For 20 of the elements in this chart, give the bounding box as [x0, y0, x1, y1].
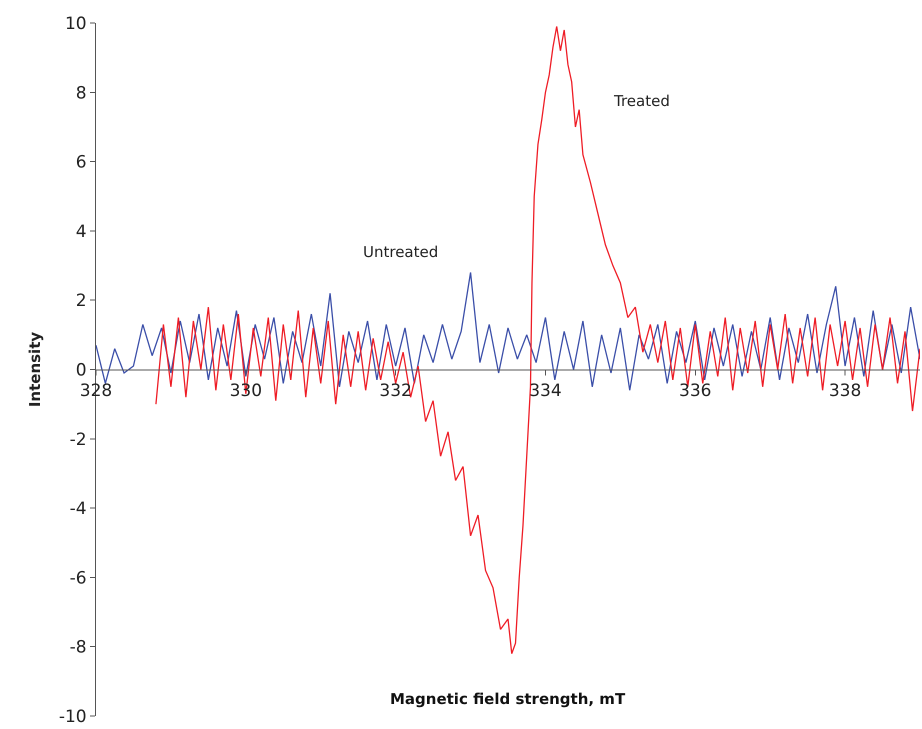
line-series — [155, 26, 920, 654]
x-axis-title: Magnetic field strength, mT — [390, 690, 626, 708]
x-tick-label: 338 — [828, 380, 862, 401]
y-tick-label: -6 — [70, 568, 87, 588]
y-tick-label: -10 — [58, 706, 87, 727]
y-tick-label: 10 — [64, 14, 87, 34]
y-tick-label: 0 — [76, 360, 87, 380]
x-tick-label: 334 — [529, 380, 562, 401]
y-axis-title: Intensity — [26, 332, 44, 408]
x-tick-label: 330 — [230, 380, 262, 401]
y-tick-label: 8 — [76, 83, 87, 104]
y-tick-label: -2 — [70, 430, 87, 450]
text: Untreated — [363, 243, 438, 261]
y-tick-label: 2 — [76, 291, 87, 312]
text: Treated — [613, 92, 670, 110]
y-tick-label: 4 — [76, 222, 87, 242]
y-tick-label: -8 — [70, 638, 87, 658]
y-tick-label: -4 — [70, 499, 87, 520]
y-tick-label: 6 — [76, 152, 87, 173]
x-tick-label: 336 — [679, 380, 712, 401]
